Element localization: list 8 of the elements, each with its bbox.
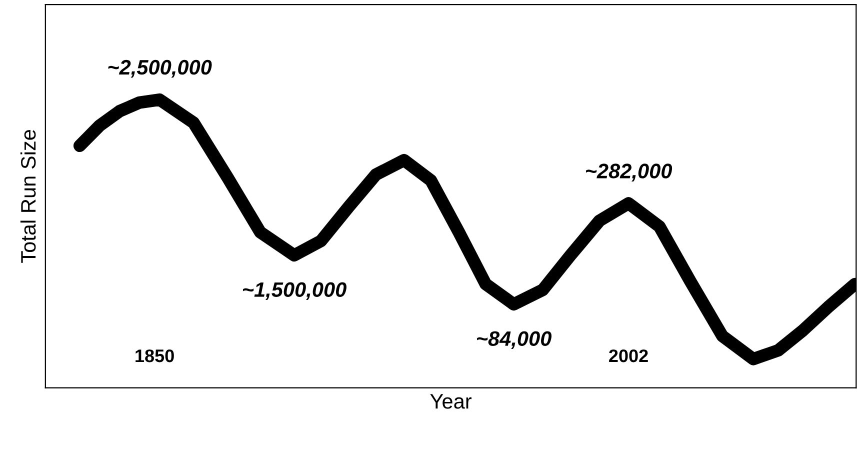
x-axis-title: Year <box>430 394 472 409</box>
x-tick-label: 2002 <box>609 349 648 362</box>
annotation: ~2,500,000 <box>108 60 212 78</box>
annotation: ~84,000 <box>477 331 552 349</box>
annotation: ~282,000 <box>586 164 672 182</box>
annotation: ~1,500,000 <box>243 282 346 300</box>
y-axis-title: Total Run Size <box>20 130 36 263</box>
x-tick-label: 1850 <box>136 349 174 362</box>
